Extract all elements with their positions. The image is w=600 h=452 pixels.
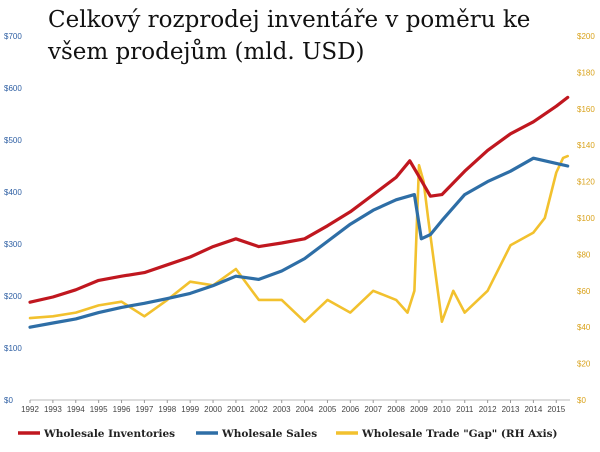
x-axis-tick-label: 2006 bbox=[341, 405, 359, 414]
x-axis-tick-label: 2010 bbox=[433, 405, 451, 414]
left-axis-tick-label: $600 bbox=[4, 84, 22, 93]
x-axis-tick-label: 1992 bbox=[21, 405, 39, 414]
legend-label: Wholesale Inventories bbox=[43, 428, 175, 440]
x-axis-tick-label: 2014 bbox=[524, 405, 542, 414]
right-axis-tick-label: $120 bbox=[577, 178, 595, 187]
right-axis-tick-label: $0 bbox=[577, 396, 586, 405]
legend-item: Wholesale Inventories bbox=[18, 428, 175, 440]
right-axis-tick-label: $100 bbox=[577, 214, 595, 223]
left-axis-tick-label: $0 bbox=[4, 396, 13, 405]
x-axis-tick-label: 2011 bbox=[456, 405, 474, 414]
x-axis-tick-label: 2007 bbox=[364, 405, 382, 414]
legend-item: Wholesale Sales bbox=[196, 428, 317, 440]
left-axis-tick-label: $500 bbox=[4, 136, 22, 145]
right-axis-tick-label: $40 bbox=[577, 323, 591, 332]
legend-label: Wholesale Sales bbox=[221, 428, 317, 440]
x-axis-tick-label: 2005 bbox=[319, 405, 337, 414]
right-axis-tick-label: $180 bbox=[577, 68, 595, 77]
x-axis-tick-label: 1998 bbox=[158, 405, 176, 414]
x-axis-tick-label: 2013 bbox=[502, 405, 520, 414]
x-axis-tick-label: 2001 bbox=[227, 405, 245, 414]
right-axis-tick-label: $60 bbox=[577, 287, 591, 296]
right-axis-tick-label: $20 bbox=[577, 360, 591, 369]
series-line-0 bbox=[28, 95, 570, 304]
x-axis-tick-label: 1994 bbox=[67, 405, 85, 414]
left-axis-tick-label: $100 bbox=[4, 344, 22, 353]
chart-title: Celkový rozprodej inventáře v poměru ke … bbox=[48, 7, 531, 65]
series-line-1 bbox=[28, 156, 570, 329]
x-axis-tick-label: 1999 bbox=[181, 405, 199, 414]
legend-label: Wholesale Trade "Gap" (RH Axis) bbox=[361, 428, 557, 440]
x-axis-tick-label: 1996 bbox=[113, 405, 131, 414]
x-axis-tick-label: 2003 bbox=[273, 405, 291, 414]
right-axis-tick-label: $80 bbox=[577, 250, 591, 259]
x-axis-tick-label: 2004 bbox=[296, 405, 314, 414]
x-axis-tick-label: 1993 bbox=[44, 405, 62, 414]
right-axis-tick-label: $160 bbox=[577, 105, 595, 114]
x-axis-tick-label: 1995 bbox=[90, 405, 108, 414]
left-axis-tick-label: $400 bbox=[4, 188, 22, 197]
left-axis-tick-label: $200 bbox=[4, 292, 22, 301]
x-axis-tick-label: 2012 bbox=[479, 405, 497, 414]
left-axis-tick-label: $300 bbox=[4, 240, 22, 249]
left-axis-tick-label: $700 bbox=[4, 32, 22, 41]
x-axis-tick-label: 2015 bbox=[547, 405, 565, 414]
series-line-2 bbox=[28, 154, 570, 324]
x-axis-tick-label: 2000 bbox=[204, 405, 222, 414]
x-axis-tick-label: 2002 bbox=[250, 405, 268, 414]
x-axis-tick-label: 1997 bbox=[136, 405, 154, 414]
right-axis-tick-label: $200 bbox=[577, 32, 595, 41]
x-axis-tick-label: 2008 bbox=[387, 405, 405, 414]
legend-item: Wholesale Trade "Gap" (RH Axis) bbox=[336, 428, 557, 440]
right-axis-tick-label: $140 bbox=[577, 141, 595, 150]
x-axis-tick-label: 2009 bbox=[410, 405, 428, 414]
